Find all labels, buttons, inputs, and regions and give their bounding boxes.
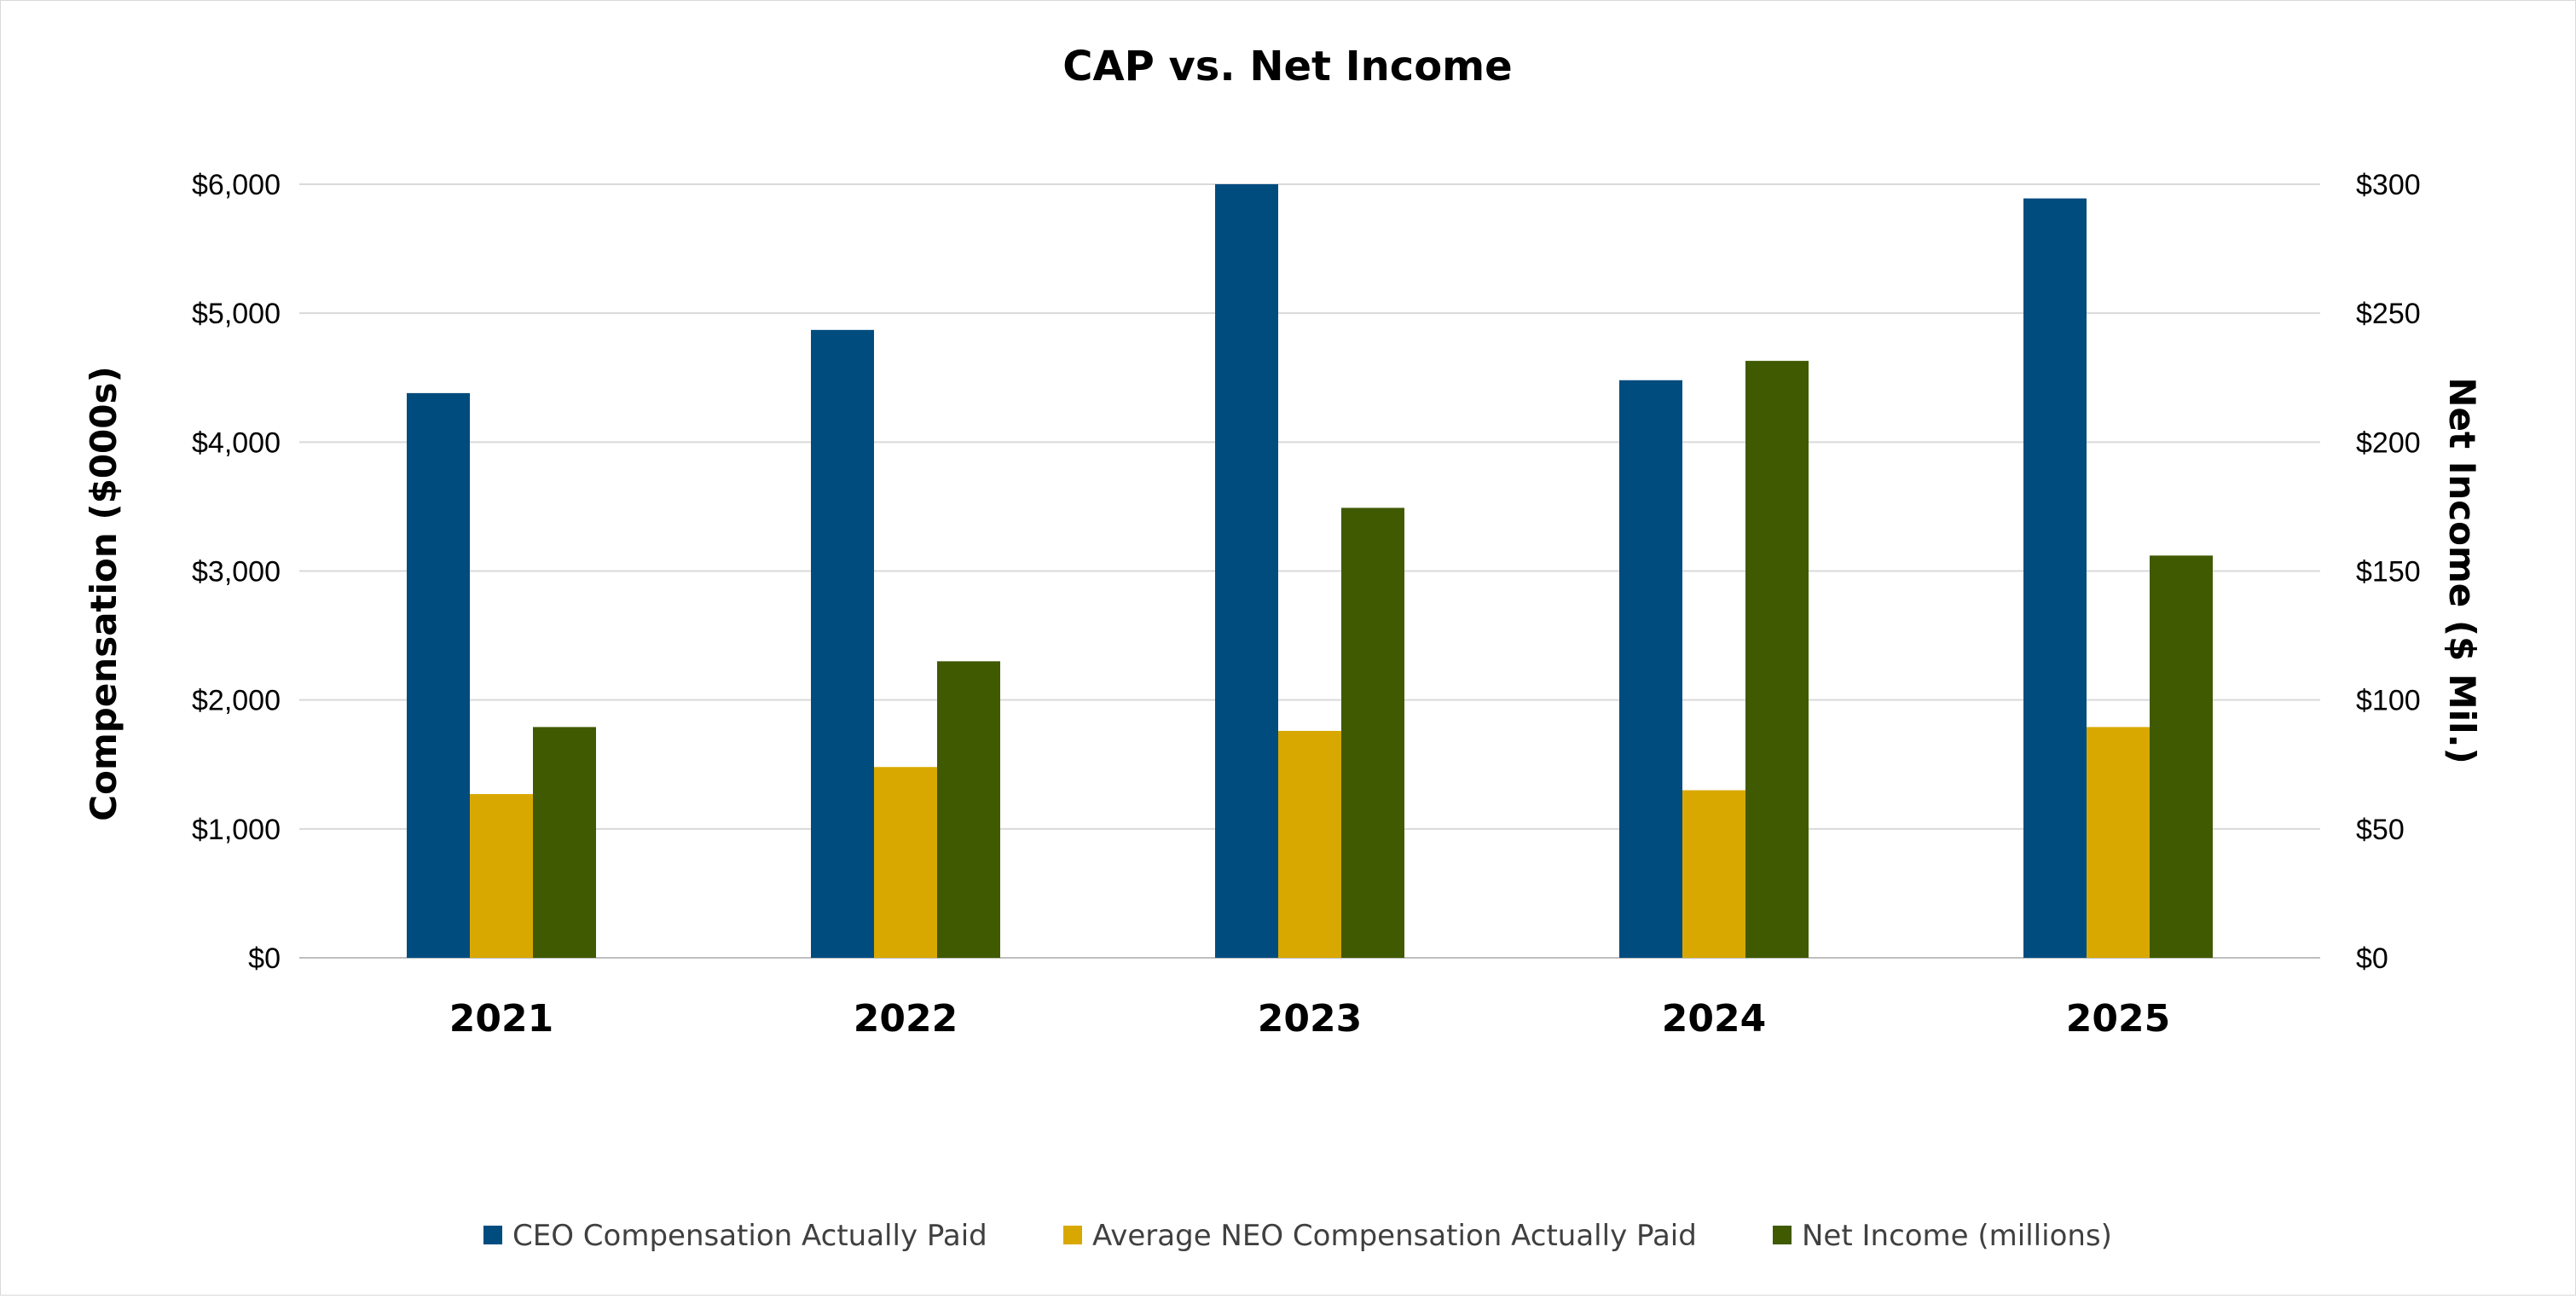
legend-swatch	[483, 1226, 502, 1244]
right-tick-label: $200	[2356, 426, 2421, 459]
bar-ceo-compensation-actually-paid-2025	[2023, 198, 2087, 959]
bars	[407, 184, 2213, 959]
left-tick-label: $0	[248, 942, 281, 975]
bar-net-income-millions--2025	[2150, 555, 2213, 958]
right-axis-ticks: $0 $50 $100 $150 $200 $250 $300	[2356, 169, 2421, 975]
chart-title: CAP vs. Net Income	[1062, 43, 1512, 90]
bar-ceo-compensation-actually-paid-2021	[407, 392, 470, 958]
bar-ceo-compensation-actually-paid-2024	[1619, 380, 1682, 959]
right-tick-label: $50	[2356, 814, 2405, 846]
bar-ceo-compensation-actually-paid-2023	[1215, 184, 1278, 958]
right-tick-label: $0	[2356, 942, 2388, 975]
left-tick-label: $2,000	[192, 685, 281, 717]
legend-swatch	[1063, 1226, 1082, 1244]
left-tick-label: $3,000	[192, 556, 281, 589]
legend-label: CEO Compensation Actually Paid	[512, 1219, 987, 1253]
x-axis-ticks: 2021 2022 2023 2024 2025	[449, 997, 2170, 1041]
bar-ceo-compensation-actually-paid-2022	[811, 329, 874, 958]
bar-average-neo-compensation-actually-paid-2021	[470, 794, 533, 958]
x-tick-label: 2021	[449, 997, 553, 1041]
right-axis-label: Net Income ($ Mil.)	[2441, 377, 2483, 763]
x-tick-label: 2025	[2066, 997, 2170, 1041]
bar-average-neo-compensation-actually-paid-2023	[1278, 730, 1341, 958]
x-tick-label: 2023	[1258, 997, 1362, 1041]
bar-net-income-millions--2024	[1745, 361, 1809, 958]
bar-net-income-millions--2021	[533, 727, 596, 958]
bar-average-neo-compensation-actually-paid-2022	[874, 767, 937, 958]
left-tick-label: $1,000	[192, 814, 281, 846]
right-tick-label: $100	[2356, 685, 2421, 717]
bar-average-neo-compensation-actually-paid-2025	[2087, 727, 2150, 958]
left-tick-label: $5,000	[192, 298, 281, 330]
right-tick-label: $300	[2356, 169, 2421, 201]
legend: CEO Compensation Actually Paid Average NE…	[483, 1219, 2112, 1253]
x-tick-label: 2024	[1662, 997, 1766, 1041]
legend-label: Average NEO Compensation Actually Paid	[1092, 1219, 1697, 1253]
bar-average-neo-compensation-actually-paid-2024	[1682, 790, 1745, 958]
bar-net-income-millions--2023	[1341, 507, 1404, 958]
x-tick-label: 2022	[854, 997, 958, 1041]
gridlines	[299, 183, 2320, 959]
legend-label: Net Income (millions)	[1802, 1219, 2112, 1253]
left-axis-ticks: $0 $1,000 $2,000 $3,000 $4,000 $5,000 $6,000	[192, 169, 281, 975]
left-tick-label: $4,000	[192, 426, 281, 459]
bar-net-income-millions--2022	[937, 661, 1000, 958]
right-tick-label: $250	[2356, 298, 2421, 330]
left-tick-label: $6,000	[192, 169, 281, 201]
legend-swatch	[1773, 1226, 1792, 1244]
left-axis-label: Compensation ($000s)	[83, 366, 124, 821]
right-tick-label: $150	[2356, 556, 2421, 589]
